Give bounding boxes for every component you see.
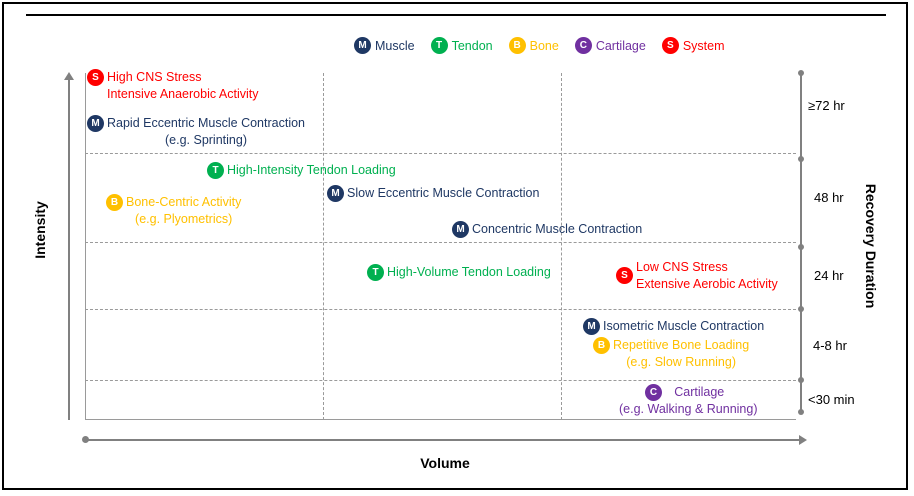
- legend-item-cartilage: C Cartilage: [574, 37, 646, 54]
- item-line: Extensive Aerobic Activity: [636, 277, 778, 291]
- item-line: (e.g. Plyometrics): [135, 212, 233, 226]
- grid-row-divider: [85, 153, 796, 154]
- grid-row-divider: [85, 380, 796, 381]
- item-text: Concentric Muscle Contraction: [472, 221, 642, 238]
- diagram-frame: [2, 2, 908, 490]
- legend-label: Cartilage: [595, 38, 646, 53]
- top-rule: [26, 14, 886, 16]
- intensity-axis-line: [68, 76, 70, 420]
- cartilage-badge-icon: C: [574, 37, 592, 54]
- legend-label: System: [682, 38, 725, 53]
- muscle-badge-icon: M: [354, 37, 371, 54]
- item-isometric: M Isometric Muscle Contraction: [583, 318, 764, 335]
- duration-label: 24 hr: [814, 268, 844, 283]
- item-text: High-Volume Tendon Loading: [387, 264, 551, 281]
- grid-column-divider: [561, 73, 562, 420]
- system-badge-icon: S: [87, 69, 104, 86]
- legend-label: Muscle: [375, 38, 415, 53]
- grid-column-divider: [323, 73, 324, 420]
- legend-item-system: S System: [661, 37, 725, 54]
- item-line: (e.g. Walking & Running): [619, 402, 758, 416]
- legend-label: Tendon: [451, 38, 493, 53]
- bone-badge-icon: B: [508, 37, 526, 54]
- muscle-badge-icon: M: [583, 318, 600, 335]
- tendon-badge-icon: T: [207, 162, 224, 179]
- item-text: Isometric Muscle Contraction: [603, 318, 764, 335]
- grid-left-border: [85, 73, 86, 420]
- item-line: High CNS Stress: [107, 70, 202, 84]
- grid-row-divider: [85, 242, 796, 243]
- item-high-cns-stress: S High CNS Stress Intensive Anaerobic Ac…: [87, 69, 258, 103]
- arrow-right-icon: [799, 435, 807, 445]
- duration-label: <30 min: [808, 392, 855, 407]
- item-text: Slow Eccentric Muscle Contraction: [347, 185, 539, 202]
- item-line: (e.g. Slow Running): [626, 355, 736, 369]
- item-concentric: M Concentric Muscle Contraction: [452, 221, 642, 238]
- scale-tick-dot: [798, 377, 804, 383]
- item-low-cns-stress: S Low CNS Stress Extensive Aerobic Activ…: [616, 259, 778, 293]
- legend-item-tendon: T Tendon: [430, 37, 493, 54]
- bone-badge-icon: B: [593, 337, 610, 354]
- item-line: Rapid Eccentric Muscle Contraction: [107, 116, 305, 130]
- system-badge-icon: S: [616, 267, 633, 284]
- item-text: High CNS Stress Intensive Anaerobic Acti…: [107, 69, 258, 103]
- system-badge-icon: S: [661, 37, 679, 54]
- item-repetitive-bone: B Repetitive Bone Loading (e.g. Slow Run…: [593, 337, 749, 371]
- tendon-badge-icon: T: [367, 264, 384, 281]
- grid-row-divider: [85, 309, 796, 310]
- item-high-intensity-tendon: T High-Intensity Tendon Loading: [207, 162, 396, 179]
- legend-label: Bone: [529, 38, 559, 53]
- item-line: Isometric Muscle Contraction: [603, 319, 765, 333]
- item-line: Repetitive Bone Loading: [613, 338, 750, 352]
- cartilage-badge-icon: C: [645, 384, 662, 401]
- item-text: Repetitive Bone Loading (e.g. Slow Runni…: [613, 337, 749, 371]
- item-line: Intensive Anaerobic Activity: [107, 87, 259, 101]
- intensity-volume-grid: [85, 73, 796, 420]
- legend-item-muscle: M Muscle: [354, 37, 415, 54]
- item-line: (e.g. Sprinting): [165, 133, 247, 147]
- muscle-badge-icon: M: [327, 185, 344, 202]
- item-line: High-Volume Tendon Loading: [387, 265, 551, 279]
- recovery-duration-scale: [800, 73, 802, 412]
- item-text: Bone-Centric Activity (e.g. Plyometrics): [126, 194, 241, 228]
- legend-item-bone: B Bone: [508, 37, 559, 54]
- recovery-axis-title: Recovery Duration: [863, 183, 879, 309]
- item-line: Concentric Muscle Contraction: [472, 222, 643, 236]
- muscle-badge-icon: M: [452, 221, 469, 238]
- item-bone-centric: B Bone-Centric Activity (e.g. Plyometric…: [106, 194, 241, 228]
- item-text: Low CNS Stress Extensive Aerobic Activit…: [636, 259, 778, 293]
- item-cartilage: C Cartilage (e.g. Walking & Running): [619, 384, 758, 435]
- legend: M Muscle T Tendon B Bone C Cartilage S S…: [354, 37, 725, 54]
- duration-label: 4-8 hr: [813, 338, 847, 353]
- item-text: High-Intensity Tendon Loading: [227, 162, 396, 179]
- scale-tick-dot: [798, 156, 804, 162]
- item-line: Low CNS Stress: [636, 260, 728, 274]
- item-line: Cartilage: [674, 385, 725, 399]
- bone-badge-icon: B: [106, 194, 123, 211]
- muscle-badge-icon: M: [87, 115, 104, 132]
- scale-tick-dot: [798, 70, 804, 76]
- y-axis-title: Intensity: [32, 201, 48, 259]
- item-high-volume-tendon: T High-Volume Tendon Loading: [367, 264, 551, 281]
- item-line: Bone-Centric Activity: [126, 195, 242, 209]
- volume-axis-line: [85, 439, 801, 441]
- tendon-badge-icon: T: [430, 37, 448, 54]
- duration-label: 48 hr: [814, 190, 844, 205]
- scale-tick-dot: [798, 244, 804, 250]
- arrow-up-icon: [64, 72, 74, 80]
- x-axis-title: Volume: [420, 455, 470, 471]
- item-line: Slow Eccentric Muscle Contraction: [347, 186, 540, 200]
- scale-tick-dot: [798, 306, 804, 312]
- grid-bottom-border: [85, 419, 796, 420]
- duration-label: ≥72 hr: [808, 98, 845, 113]
- item-text: Cartilage (e.g. Walking & Running): [619, 384, 758, 435]
- item-slow-eccentric: M Slow Eccentric Muscle Contraction: [327, 185, 539, 202]
- item-line: High-Intensity Tendon Loading: [227, 163, 396, 177]
- scale-tick-dot: [798, 409, 804, 415]
- item-rapid-eccentric: M Rapid Eccentric Muscle Contraction (e.…: [87, 115, 305, 149]
- item-text: Rapid Eccentric Muscle Contraction (e.g.…: [107, 115, 305, 149]
